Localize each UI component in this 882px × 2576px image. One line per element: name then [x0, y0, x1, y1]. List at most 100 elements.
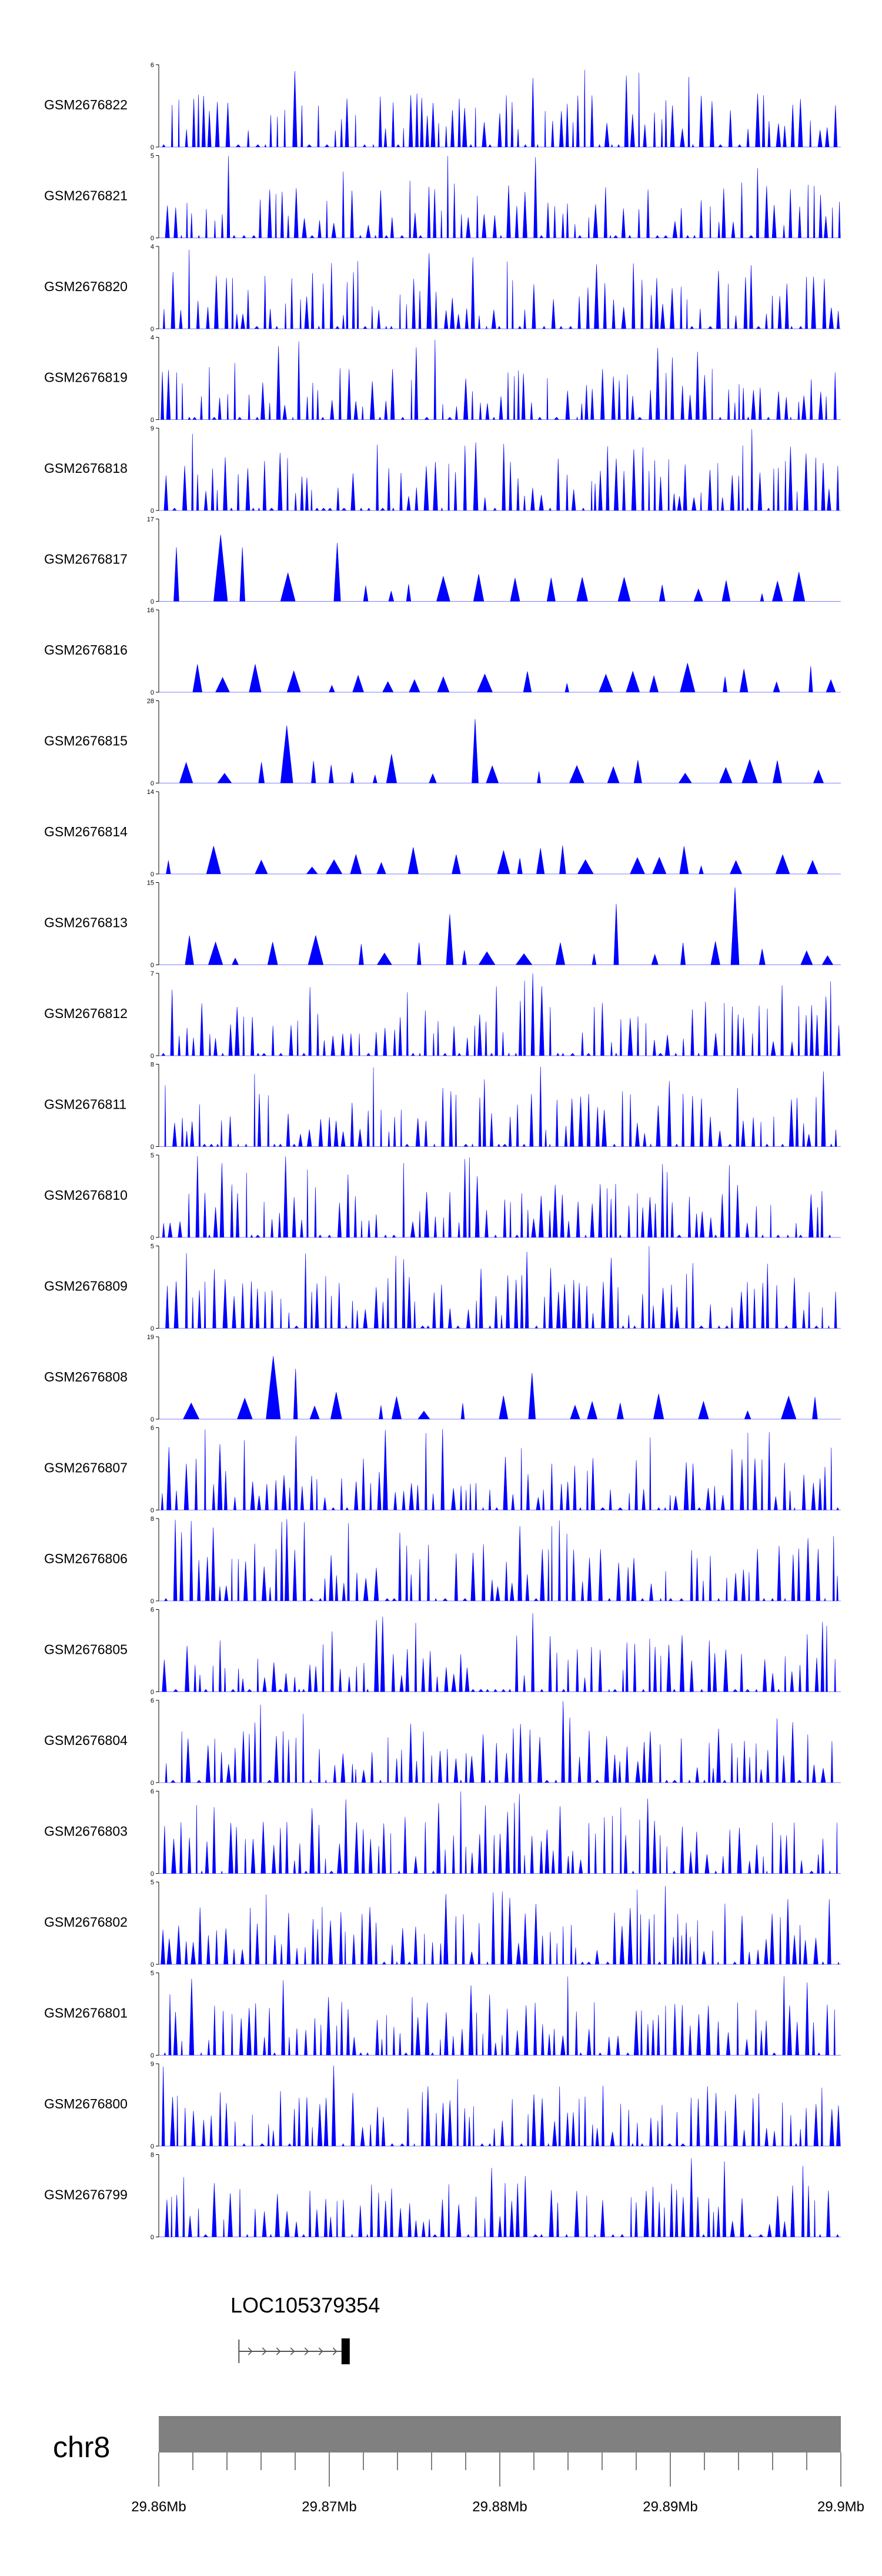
track-GSM2676799: GSM2676799 8 0 [44, 2152, 841, 2241]
track-GSM2676817: GSM2676817 17 0 [44, 516, 841, 606]
y-max-label: 16 [147, 607, 154, 614]
strand-arrow [248, 2347, 253, 2355]
sample-label: GSM2676802 [44, 1914, 128, 1930]
y-min-label: 0 [151, 1326, 154, 1333]
y-min-label: 0 [151, 1144, 154, 1151]
track-GSM2676807: GSM2676807 6 0 [44, 1425, 841, 1514]
sample-label: GSM2676803 [44, 1824, 128, 1839]
track-GSM2676813: GSM2676813 15 0 [44, 880, 841, 969]
y-max-label: 5 [151, 153, 154, 160]
y-max-label: 5 [151, 1970, 154, 1977]
track-GSM2676812: GSM2676812 7 0 [44, 970, 841, 1060]
track-GSM2676818: GSM2676818 9 0 [44, 425, 841, 515]
y-min-label: 0 [151, 780, 154, 788]
tick-label: 29.89Mb [643, 2499, 697, 2515]
sample-label: GSM2676807 [44, 1460, 128, 1476]
sample-label: GSM2676809 [44, 1279, 128, 1294]
y-max-label: 19 [147, 1334, 154, 1341]
track-GSM2676822: GSM2676822 6 0 [44, 62, 841, 151]
y-min-label: 0 [151, 1871, 154, 1878]
sample-label: GSM2676801 [44, 2006, 128, 2021]
y-max-label: 5 [151, 1152, 154, 1159]
track-GSM2676802: GSM2676802 5 0 [44, 1879, 841, 1968]
sample-label: GSM2676806 [44, 1551, 128, 1566]
y-min-label: 0 [151, 1416, 154, 1423]
y-min-label: 0 [151, 417, 154, 424]
strand-arrow [332, 2347, 338, 2355]
strand-arrow [304, 2347, 309, 2355]
y-min-label: 0 [151, 1507, 154, 1514]
coverage-area [159, 663, 841, 693]
sample-label: GSM2676804 [44, 1733, 128, 1748]
coverage-area [159, 1246, 841, 1329]
y-max-label: 4 [151, 243, 154, 251]
coverage-area [159, 1976, 841, 2056]
sample-label: GSM2676814 [44, 824, 128, 839]
sample-label: GSM2676816 [44, 642, 128, 658]
y-max-label: 6 [151, 1607, 154, 1614]
tick-label: 29.86Mb [131, 2499, 186, 2515]
y-min-label: 0 [151, 1689, 154, 1696]
y-min-label: 0 [151, 1234, 154, 1242]
track-GSM2676811: GSM2676811 8 0 [44, 1062, 841, 1151]
y-min-label: 0 [151, 2234, 154, 2241]
y-max-label: 15 [147, 880, 154, 887]
coverage-area [159, 719, 841, 783]
y-max-label: 4 [151, 335, 154, 342]
track-GSM2676805: GSM2676805 6 0 [44, 1607, 841, 1696]
gene-label: LOC105379354 [230, 2293, 380, 2317]
y-max-label: 17 [147, 516, 154, 523]
track-GSM2676803: GSM2676803 6 0 [44, 1788, 841, 1878]
coverage-area [159, 156, 841, 238]
y-min-label: 0 [151, 235, 154, 242]
track-GSM2676804: GSM2676804 6 0 [44, 1697, 841, 1787]
track-GSM2676819: GSM2676819 4 0 [44, 335, 841, 424]
y-max-label: 9 [151, 425, 154, 432]
gene-strand-arrows [238, 2340, 338, 2363]
track-GSM2676801: GSM2676801 5 0 [44, 1970, 841, 2060]
coverage-area [159, 535, 841, 602]
coverage-area [159, 2158, 841, 2237]
strand-arrow [276, 2347, 281, 2355]
y-min-label: 0 [151, 326, 154, 333]
coverage-area [159, 2066, 841, 2147]
y-min-label: 0 [151, 599, 154, 606]
strand-arrow [318, 2347, 323, 2355]
chromosome-axis: chr8 29.86Mb 29.87Mb 29.88Mb 29.89Mb 29.9Mb [53, 2416, 864, 2515]
track-GSM2676800: GSM2676800 9 0 [44, 2061, 841, 2150]
y-min-label: 0 [151, 1053, 154, 1060]
sample-label: GSM2676811 [44, 1097, 126, 1112]
coverage-tracks: GSM267682260GSM267682150GSM267682040GSM2… [44, 62, 841, 2241]
y-min-label: 0 [151, 2053, 154, 2060]
coverage-area [159, 1701, 841, 1783]
y-min-label: 0 [151, 144, 154, 151]
sample-label: GSM2676800 [44, 2096, 128, 2111]
coverage-area [159, 973, 841, 1056]
strand-arrow [262, 2347, 267, 2355]
y-max-label: 8 [151, 2152, 154, 2159]
coverage-area [159, 887, 841, 965]
y-max-label: 7 [151, 970, 154, 977]
track-GSM2676810: GSM2676810 5 0 [44, 1152, 841, 1242]
sample-label: GSM2676815 [44, 733, 128, 749]
sample-label: GSM2676799 [44, 2187, 128, 2203]
coverage-area [159, 845, 841, 875]
gene-exon [341, 2338, 350, 2364]
y-max-label: 6 [151, 1697, 154, 1704]
sample-label: GSM2676819 [44, 370, 128, 385]
y-min-label: 0 [151, 2143, 154, 2150]
coverage-area [159, 1066, 841, 1147]
y-max-label: 28 [147, 698, 154, 705]
track-GSM2676808: GSM2676808 19 0 [44, 1334, 841, 1423]
track-GSM2676816: GSM2676816 16 0 [44, 607, 841, 696]
track-GSM2676806: GSM2676806 8 0 [44, 1516, 841, 1605]
y-max-label: 6 [151, 62, 154, 69]
coverage-area [159, 1156, 841, 1238]
coverage-area [159, 1429, 841, 1510]
sample-label: GSM2676818 [44, 461, 128, 476]
chromosome-ideogram-bar [159, 2416, 841, 2452]
y-min-label: 0 [151, 871, 154, 878]
strand-arrow [290, 2347, 295, 2355]
coverage-area [159, 1613, 841, 1692]
